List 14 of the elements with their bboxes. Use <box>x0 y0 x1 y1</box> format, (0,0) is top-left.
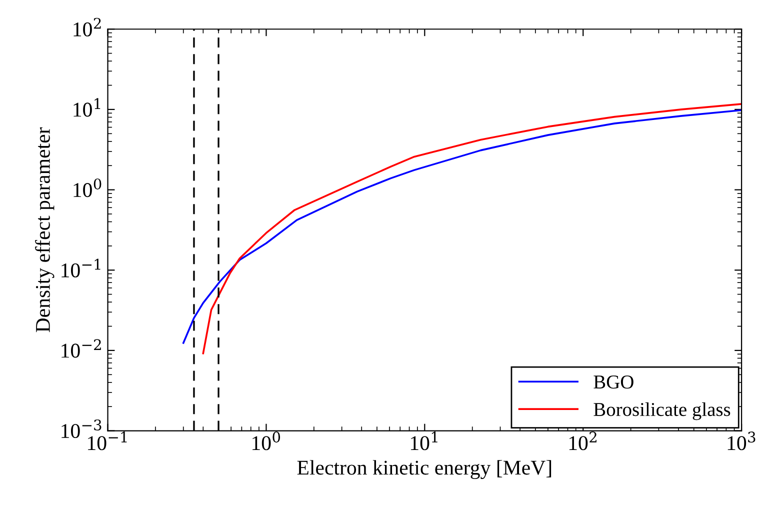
x-axis-title: Electron kinetic energy [MeV] <box>297 460 552 480</box>
y-tick-label: 10$^{0}$ <box>74 178 102 198</box>
legend-label: Borosilicate glass <box>594 402 730 420</box>
x-tick-label: 10$^{2}$ <box>569 432 596 450</box>
x-tick-label: 10$^{3}$ <box>728 432 756 450</box>
y-axis-title: Density effect parameter <box>35 127 54 332</box>
y-tick-label: 10$^{−2}$ <box>62 339 101 358</box>
x-tick-label: 10$^{−1}$ <box>88 432 127 450</box>
x-tick-label: 10$^{1}$ <box>410 432 438 450</box>
x-tick-label: 10$^{0}$ <box>252 432 280 450</box>
y-tick-label: 10$^{2}$ <box>74 18 101 36</box>
legend-label: BGO <box>594 376 634 389</box>
y-tick-label: 10$^{1}$ <box>74 98 100 117</box>
y-tick-label: 10$^{−1}$ <box>62 258 100 278</box>
